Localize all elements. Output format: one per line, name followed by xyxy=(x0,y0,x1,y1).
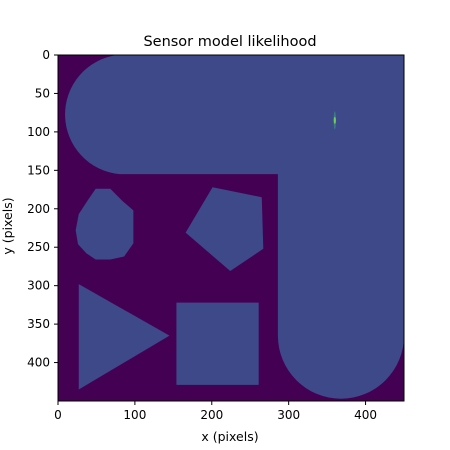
x-tick-label: 0 xyxy=(54,408,62,422)
plot-area xyxy=(57,54,405,402)
y-axis-ticks: 0 50 100 150 200 250 300 350 400 xyxy=(27,48,58,370)
y-tick-label: 350 xyxy=(27,317,50,331)
region-upper-room xyxy=(65,55,404,399)
axes-frame xyxy=(57,54,405,402)
y-axis-label: y (pixels) xyxy=(0,197,15,254)
free-space-regions xyxy=(65,55,404,399)
y-tick-label: 150 xyxy=(27,163,50,177)
x-tick-label: 300 xyxy=(277,408,300,422)
region-triangle xyxy=(78,284,170,390)
x-axis-label: x (pixels) xyxy=(201,429,258,444)
y-tick-label: 250 xyxy=(27,240,50,254)
region-octagon xyxy=(75,188,134,260)
x-axis-ticks: 0 100 200 300 400 xyxy=(54,401,377,422)
y-tick-label: 100 xyxy=(27,125,50,139)
y-tick-label: 300 xyxy=(27,279,50,293)
region-pentagon xyxy=(185,187,264,272)
region-square xyxy=(176,302,259,385)
y-tick-label: 0 xyxy=(42,48,50,62)
x-tick-label: 400 xyxy=(354,408,377,422)
y-tick-label: 200 xyxy=(27,202,50,216)
likelihood-peak xyxy=(333,111,336,130)
x-tick-label: 100 xyxy=(123,408,146,422)
peak-core xyxy=(333,116,336,124)
y-tick-label: 400 xyxy=(27,356,50,370)
x-tick-label: 200 xyxy=(200,408,223,422)
y-tick-label: 50 xyxy=(35,86,50,100)
chart-title: Sensor model likelihood xyxy=(143,34,316,50)
